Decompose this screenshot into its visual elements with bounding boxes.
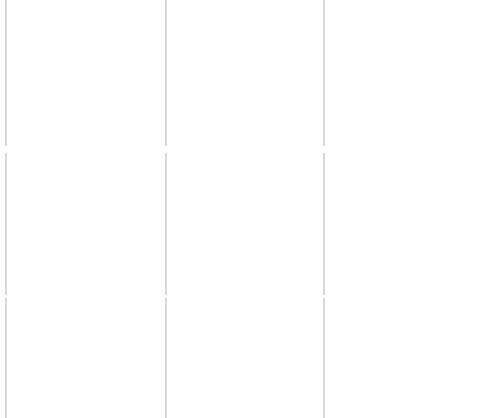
rate-card-cadjpy[interactable]: カナダドル/円BidAsk106.791106.797107106.8106.6… [5,153,7,295]
rate-card-zarjpy[interactable]: ランド/円BidAsk8.3818.3908.48.388.368.3422:0… [323,0,325,146]
rate-card-eurusd[interactable]: ユーロ/ドルBidAsk1.165071.165101.171.1681.166… [323,153,325,295]
rate-card-nzdjpy[interactable]: NZドル/円BidAsk↓87.344↓87.35187.687.487.222… [165,0,167,146]
rate-card-nzdusd[interactable]: NZドル/ドルBidAsk0.592150.592290.5960.5940.5… [323,298,325,418]
rate-card-eurjpy[interactable]: ユーロ/円BidAsk↓171.837↓171.841172171.517122… [5,0,7,146]
rate-card-gbpusd[interactable]: 英ポンド/ドルBidAsk↓1.35344↓1.353541.3581.3561… [5,298,7,418]
rate-card-audusd[interactable]: 豪ドル/ドルBidAsk↓0.64987↓0.649910.6540.6520.… [165,298,167,418]
rate-card-chfjpy[interactable]: スイスフラン/円BidAsk↑182.604↑182.620183182.518… [165,153,167,295]
